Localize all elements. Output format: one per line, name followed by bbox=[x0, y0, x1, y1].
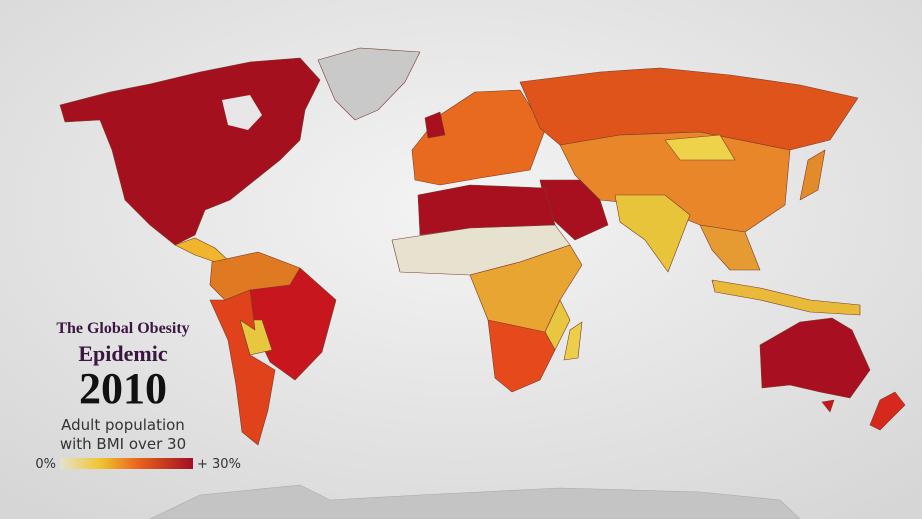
world-map bbox=[59, 47, 906, 519]
southern-africa bbox=[487, 319, 556, 393]
color-scale bbox=[60, 458, 193, 469]
japan bbox=[799, 149, 826, 201]
madagascar bbox=[563, 321, 583, 361]
india bbox=[614, 194, 691, 273]
mongolia bbox=[664, 134, 736, 161]
antarctica bbox=[149, 484, 801, 519]
southern-cone bbox=[209, 289, 276, 446]
caption-line2: with BMI over 30 bbox=[60, 435, 186, 453]
australia bbox=[759, 317, 871, 399]
tasmania bbox=[821, 399, 835, 413]
year: 2010 bbox=[79, 364, 167, 413]
scale-max-label: + 30% bbox=[197, 457, 241, 472]
greenland bbox=[317, 47, 421, 121]
title-line2: Epidemic bbox=[78, 341, 167, 366]
south-east-asia bbox=[699, 224, 761, 271]
europe bbox=[411, 89, 546, 186]
hudson-bay bbox=[222, 95, 262, 130]
indonesia bbox=[711, 279, 861, 316]
legend-block: The Global Obesity Epidemic 2010 Adult p… bbox=[35, 320, 241, 472]
scale-min-label: 0% bbox=[35, 457, 56, 472]
title-line1: The Global Obesity bbox=[56, 320, 189, 337]
caption-line1: Adult population bbox=[61, 416, 185, 434]
uk bbox=[424, 111, 446, 139]
new-zealand bbox=[869, 391, 906, 431]
